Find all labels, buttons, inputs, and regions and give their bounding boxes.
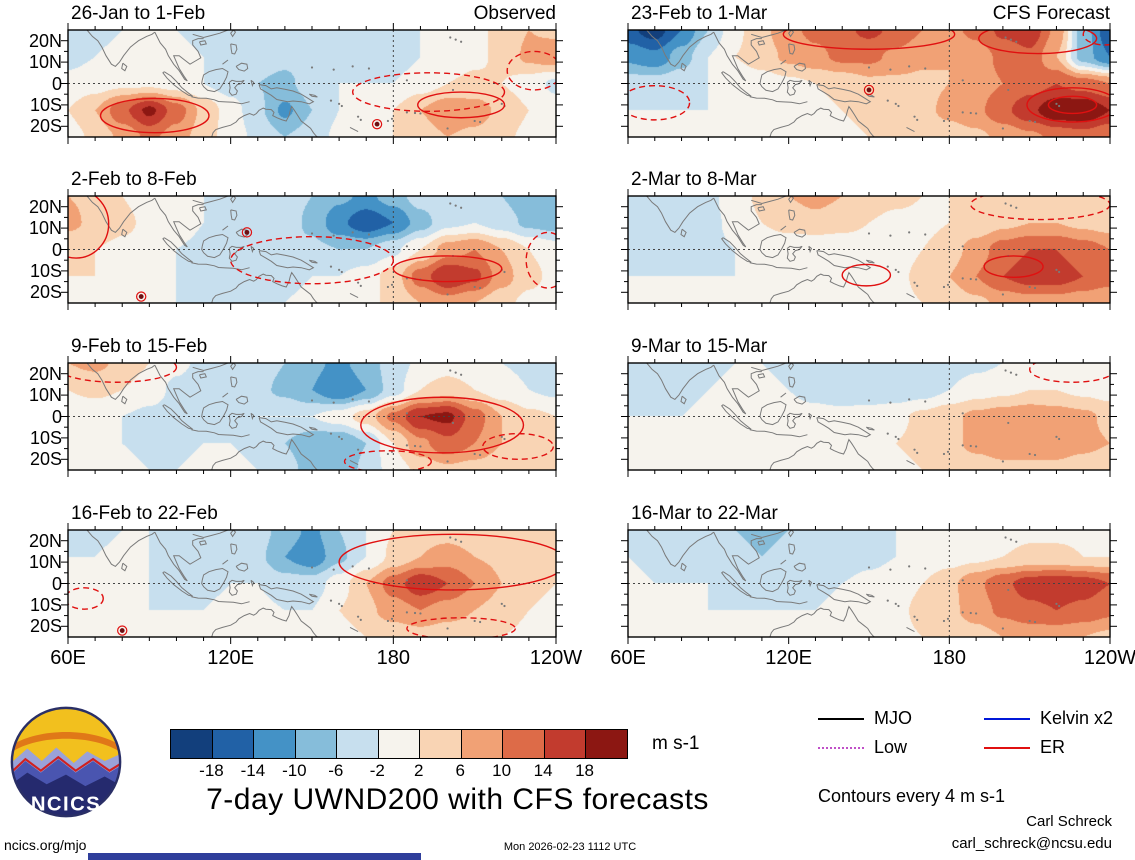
panel-field-obs-3 — [68, 363, 556, 470]
er-line-sample — [984, 746, 1030, 749]
colorbar-tick-label: 14 — [533, 761, 553, 780]
y-tick-label: 0 — [51, 406, 62, 427]
panel-corner-label-fcst-1: CFS Forecast — [992, 3, 1110, 24]
credit-email: carl_schreck@ncsu.edu — [951, 835, 1112, 852]
panel-title-fcst-3: 9-Mar to 15-Mar — [631, 336, 768, 357]
y-tick-label: 10S — [29, 594, 62, 615]
legend-item-mjo: MJO — [818, 708, 912, 729]
y-tick-label: 10S — [29, 427, 62, 448]
colorbar-cell — [295, 730, 338, 758]
legend-item-kelvin: Kelvin x2 — [984, 708, 1113, 729]
x-tick-label: 180 — [932, 647, 967, 669]
panel-field-fcst-1 — [628, 30, 1110, 137]
colorbar-tick-label: 18 — [575, 761, 594, 780]
panel-obs-3 — [61, 356, 563, 477]
footer-site-url: ncics.org/mjo — [4, 837, 87, 853]
y-tick-label: 20N — [28, 30, 62, 51]
legend-item-low: Low — [818, 737, 907, 758]
panel-obs-1 — [61, 23, 563, 144]
y-tick-label: 20S — [29, 616, 62, 637]
colorbar-cell — [171, 730, 213, 758]
colorbar-tick-label: 6 — [455, 761, 465, 780]
y-tick-label: 10N — [28, 552, 62, 573]
panel-field-obs-2 — [68, 196, 556, 303]
y-tick-label: 0 — [51, 239, 62, 260]
legend-label-low: Low — [874, 737, 908, 757]
figure-title: 7-day UWND200 with CFS forecasts — [206, 783, 709, 816]
x-tick-label: 120W — [529, 647, 583, 669]
legend-item-er: ER — [984, 737, 1065, 758]
colorbar-tick-label: 2 — [413, 761, 424, 780]
y-tick-label: 0 — [51, 73, 62, 94]
bottom-blue-bar — [88, 853, 421, 860]
footer-timestamp: Mon 2026-02-23 1112 UTC — [503, 841, 637, 853]
colorbar-cell — [337, 730, 379, 758]
logo-text: NCICS — [31, 793, 101, 815]
panel-corner-label-obs-1: Observed — [473, 3, 556, 24]
x-tick-label: 120W — [1083, 647, 1135, 669]
x-tick-label: 180 — [376, 647, 411, 669]
colorbar-tick-label: 10 — [492, 761, 512, 780]
panel-obs-4 — [61, 523, 563, 644]
credit-name: Carl Schreck — [1026, 813, 1112, 830]
colorbar-cell — [420, 730, 462, 758]
y-tick-label: 20N — [28, 196, 62, 217]
colorbar-tick-label: -6 — [328, 761, 344, 780]
y-tick-label: 10N — [28, 385, 62, 406]
panel-title-obs-1: 26-Jan to 1-Feb — [71, 3, 206, 24]
panel-title-obs-3: 9-Feb to 15-Feb — [71, 336, 208, 357]
y-tick-label: 20N — [28, 530, 62, 551]
panel-obs-2 — [61, 189, 563, 310]
colorbar-cell — [212, 730, 255, 758]
y-tick-label: 20S — [29, 449, 62, 470]
panel-field-fcst-2 — [628, 196, 1110, 303]
legend-label-mjo: MJO — [874, 708, 912, 728]
ncics-logo: NCICS — [10, 706, 122, 818]
colorbar-cell — [544, 730, 587, 758]
panel-title-obs-2: 2-Feb to 8-Feb — [71, 169, 197, 190]
panel-title-fcst-2: 2-Mar to 8-Mar — [631, 169, 757, 190]
x-tick-label: 60E — [610, 647, 646, 669]
colorbar — [170, 729, 628, 759]
panel-field-obs-1 — [68, 30, 556, 137]
panel-fcst-4 — [621, 523, 1117, 644]
y-tick-label: 10S — [29, 260, 62, 281]
y-tick-label: 10S — [29, 94, 62, 115]
y-tick-label: 10N — [28, 218, 62, 239]
panel-fcst-2 — [621, 189, 1117, 310]
kelvin-line-sample — [984, 717, 1030, 720]
colorbar-cell — [254, 730, 296, 758]
y-tick-label: 10N — [28, 52, 62, 73]
colorbar-cell — [378, 730, 421, 758]
panel-fcst-1 — [621, 23, 1117, 144]
panel-title-fcst-4: 16-Mar to 22-Mar — [631, 503, 778, 524]
legend-label-kelvin: Kelvin x2 — [1040, 708, 1114, 728]
panel-fcst-3 — [621, 356, 1117, 477]
panel-title-fcst-1: 23-Feb to 1-Mar — [631, 3, 768, 24]
x-tick-label: 120E — [765, 647, 813, 669]
y-tick-label: 20S — [29, 282, 62, 303]
colorbar-units-label: m s-1 — [652, 733, 700, 754]
colorbar-cell — [503, 730, 545, 758]
colorbar-tick-label: -10 — [282, 761, 307, 780]
y-tick-label: 0 — [51, 573, 62, 594]
y-tick-label: 20S — [29, 116, 62, 137]
mjo-line-sample — [818, 717, 864, 720]
legend-label-er: ER — [1040, 737, 1066, 757]
panel-title-obs-4: 16-Feb to 22-Feb — [71, 503, 218, 524]
panel-field-fcst-4 — [628, 530, 1110, 637]
panel-field-obs-4 — [68, 530, 556, 637]
y-tick-label: 20N — [28, 363, 62, 384]
contour-interval-note: Contours every 4 m s-1 — [818, 786, 1006, 806]
x-tick-label: 60E — [50, 647, 86, 669]
x-tick-label: 120E — [207, 647, 255, 669]
low-line-sample — [818, 746, 864, 749]
panel-field-fcst-3 — [628, 363, 1110, 470]
colorbar-cell — [461, 730, 504, 758]
colorbar-tick-label: -14 — [240, 761, 266, 780]
colorbar-tick-label: -18 — [199, 761, 224, 780]
colorbar-cell — [586, 730, 628, 758]
colorbar-tick-label: -2 — [369, 761, 385, 780]
